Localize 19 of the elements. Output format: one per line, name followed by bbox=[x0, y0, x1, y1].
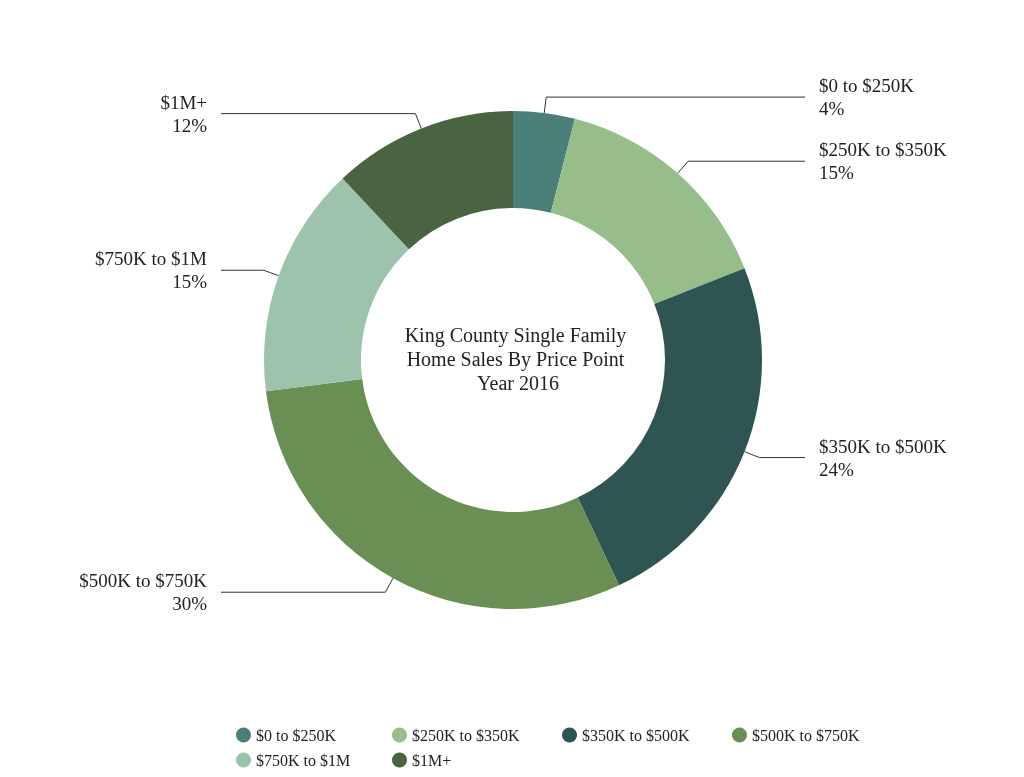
data-label: 15% bbox=[819, 162, 854, 184]
slice-label: $250K to $350K bbox=[819, 139, 947, 161]
slice-label: $750K to $1M bbox=[95, 248, 208, 270]
legend-label: $0 to $250K bbox=[256, 726, 337, 744]
data-label: 24% bbox=[819, 458, 854, 480]
legend-label: $1M+ bbox=[412, 751, 452, 769]
slice-label: $500K to $750K bbox=[79, 570, 208, 592]
legend-label: $250K to $350K bbox=[412, 726, 520, 744]
legend-label: $500K to $750K bbox=[752, 726, 860, 744]
data-label: 30% bbox=[172, 593, 208, 615]
data-label: 15% bbox=[172, 271, 208, 293]
text: King County Single Family Home Sales By Price Point Year 2016 bbox=[404, 324, 632, 394]
slice-label: $1M+ bbox=[160, 91, 207, 113]
data-label: 4% bbox=[819, 98, 845, 120]
data-label: 12% bbox=[172, 114, 208, 136]
slice-label: $350K to $500K bbox=[819, 435, 947, 457]
legend-label: $350K to $500K bbox=[582, 726, 690, 744]
slice-label: $0 to $250K bbox=[819, 75, 915, 97]
legend-label: $750K to $1M bbox=[256, 751, 351, 769]
